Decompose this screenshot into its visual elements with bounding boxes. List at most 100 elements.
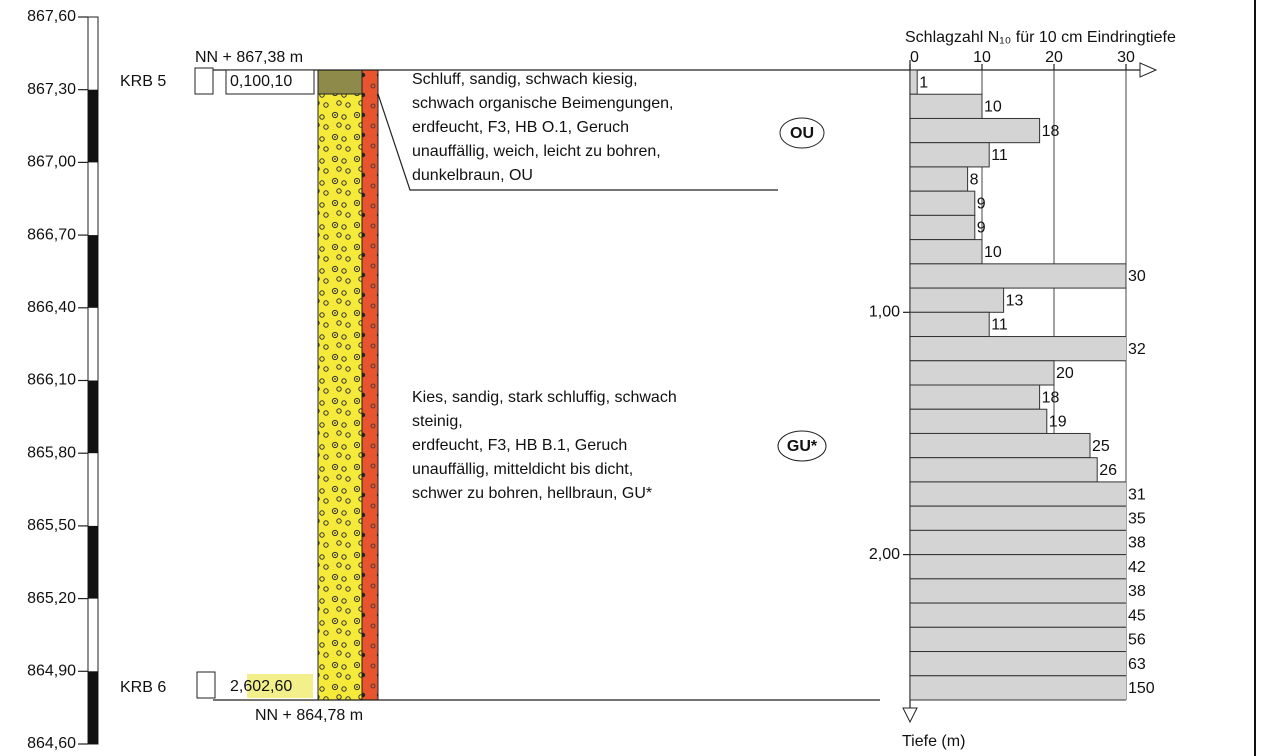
bar xyxy=(910,143,989,167)
bar xyxy=(910,70,917,94)
bar xyxy=(910,555,1212,579)
scale-segment xyxy=(88,381,98,454)
bar-value-label: 35 xyxy=(1128,510,1146,527)
bar-value-label: 18 xyxy=(1042,123,1060,140)
page-body: { "header": { "borehole_top": "KRB 5", "… xyxy=(0,0,1280,756)
bar-value-label: 38 xyxy=(1128,535,1146,552)
bar-value-label: 63 xyxy=(1128,656,1146,673)
bar-value-label: 11 xyxy=(991,147,1008,164)
layer-description: erdfeucht, F3, HB B.1, Geruch xyxy=(412,437,627,454)
bar-value-label: 11 xyxy=(991,317,1008,334)
layer-description: schwach organische Beimengungen, xyxy=(412,95,674,112)
elevation-tick-label: 866,40 xyxy=(27,299,76,316)
y-tick-label: 1,00 xyxy=(869,304,900,321)
x-tick-label: 10 xyxy=(973,49,991,66)
scale-segment xyxy=(88,235,98,308)
borehole-log: KRB 5 KRB 6 NN + 867,38 m NN + 864,78 m … xyxy=(0,0,1280,756)
x-tick-label: 20 xyxy=(1045,49,1063,66)
bar-value-label: 32 xyxy=(1128,341,1146,358)
elevation-tick-label: 866,70 xyxy=(27,226,76,243)
bar-value-label: 9 xyxy=(977,195,986,212)
bar-value-label: 13 xyxy=(1006,292,1024,309)
bar xyxy=(910,264,1126,288)
page: Bohrprofil KRB 5 html, body { margin: 0;… xyxy=(0,0,1280,756)
layer-description: unauffällig, weich, leicht zu bohren, xyxy=(412,143,661,160)
bar-value-label: 1 xyxy=(919,74,928,91)
bar xyxy=(910,288,1004,312)
bar xyxy=(910,506,1162,530)
bar-value-label: 10 xyxy=(984,244,1002,261)
layer-description: Kies, sandig, stark schluffig, schwach xyxy=(412,389,677,406)
axis-arrow xyxy=(1140,63,1156,77)
x-axis-label: Schlagzahl N₁₀ für 10 cm Eindringtiefe xyxy=(905,29,1176,46)
bar-value-label: 26 xyxy=(1099,462,1117,479)
elevation-tick-label: 864,60 xyxy=(27,735,76,752)
bar xyxy=(910,215,975,239)
layer-description: erdfeucht, F3, HB O.1, Geruch xyxy=(412,119,629,136)
scale-segment xyxy=(88,526,98,599)
bar-value-label: 18 xyxy=(1042,389,1060,406)
borehole-label: KRB 6 xyxy=(120,679,166,696)
elevation-tick-label: 867,30 xyxy=(27,81,76,98)
scale-segment xyxy=(88,671,98,744)
bar-value-label: 20 xyxy=(1056,365,1074,382)
bar xyxy=(910,385,1040,409)
bar xyxy=(910,652,1280,676)
layer-description: steinig, xyxy=(412,413,463,430)
elevation-label: NN + 864,78 m xyxy=(255,707,363,724)
bar-value-label: 38 xyxy=(1128,583,1146,600)
bar xyxy=(910,312,989,336)
bars xyxy=(910,70,1280,700)
bar xyxy=(910,94,982,118)
y-tick-label: 2,00 xyxy=(869,546,900,563)
elevation-label: NN + 867,38 m xyxy=(195,49,303,66)
bar xyxy=(910,603,1234,627)
depth-label: 0,100,10 xyxy=(230,73,292,90)
bar-value-label: 10 xyxy=(984,99,1002,116)
gravel-layer xyxy=(318,94,362,700)
depth-marker xyxy=(195,68,213,94)
bar xyxy=(910,676,1280,700)
bar xyxy=(910,337,1140,361)
bar xyxy=(910,458,1097,482)
layer-description: schwer zu bohren, hellbraun, GU* xyxy=(412,485,652,502)
bar xyxy=(910,433,1090,457)
soil-code: OU xyxy=(790,125,814,142)
bar xyxy=(910,118,1040,142)
bar-value-label: 25 xyxy=(1092,438,1110,455)
layer-description: unauffällig, mitteldicht bis dicht, xyxy=(412,461,633,478)
bar xyxy=(910,361,1054,385)
bar-value-label: 150 xyxy=(1128,680,1155,697)
elevation-tick-label: 866,10 xyxy=(27,372,76,389)
soil-code: GU* xyxy=(787,438,818,455)
bar-value-label: 30 xyxy=(1128,268,1146,285)
layer-description: dunkelbraun, OU xyxy=(412,167,533,184)
depth-marker xyxy=(197,672,215,698)
scale-segment xyxy=(88,90,98,163)
bar-value-label: 31 xyxy=(1128,486,1146,503)
bar-value-label: 9 xyxy=(977,220,986,237)
x-tick-label: 0 xyxy=(910,49,919,66)
x-tick-label: 30 xyxy=(1117,49,1135,66)
bar xyxy=(910,167,968,191)
bar xyxy=(910,627,1280,651)
elevation-tick-label: 864,90 xyxy=(27,663,76,680)
bar xyxy=(910,482,1133,506)
bar-value-label: 8 xyxy=(970,171,979,188)
elevation-tick-label: 867,60 xyxy=(27,8,76,25)
bar-value-label: 56 xyxy=(1128,632,1146,649)
topsoil-layer xyxy=(318,70,362,94)
elevation-tick-label: 867,00 xyxy=(27,154,76,171)
bar-value-label: 42 xyxy=(1128,559,1146,576)
bar-value-label: 45 xyxy=(1128,607,1146,624)
elevation-tick-label: 865,80 xyxy=(27,444,76,461)
bar xyxy=(910,191,975,215)
elevation-tick-label: 865,50 xyxy=(27,517,76,534)
silt-strip xyxy=(362,70,378,700)
depth-label: 2,602,60 xyxy=(230,678,292,695)
layer-description: Schluff, sandig, schwach kiesig, xyxy=(412,71,638,88)
bar xyxy=(910,240,982,264)
bar xyxy=(910,409,1047,433)
y-axis-label: Tiefe (m) xyxy=(902,733,965,750)
borehole-label: KRB 5 xyxy=(120,73,166,90)
